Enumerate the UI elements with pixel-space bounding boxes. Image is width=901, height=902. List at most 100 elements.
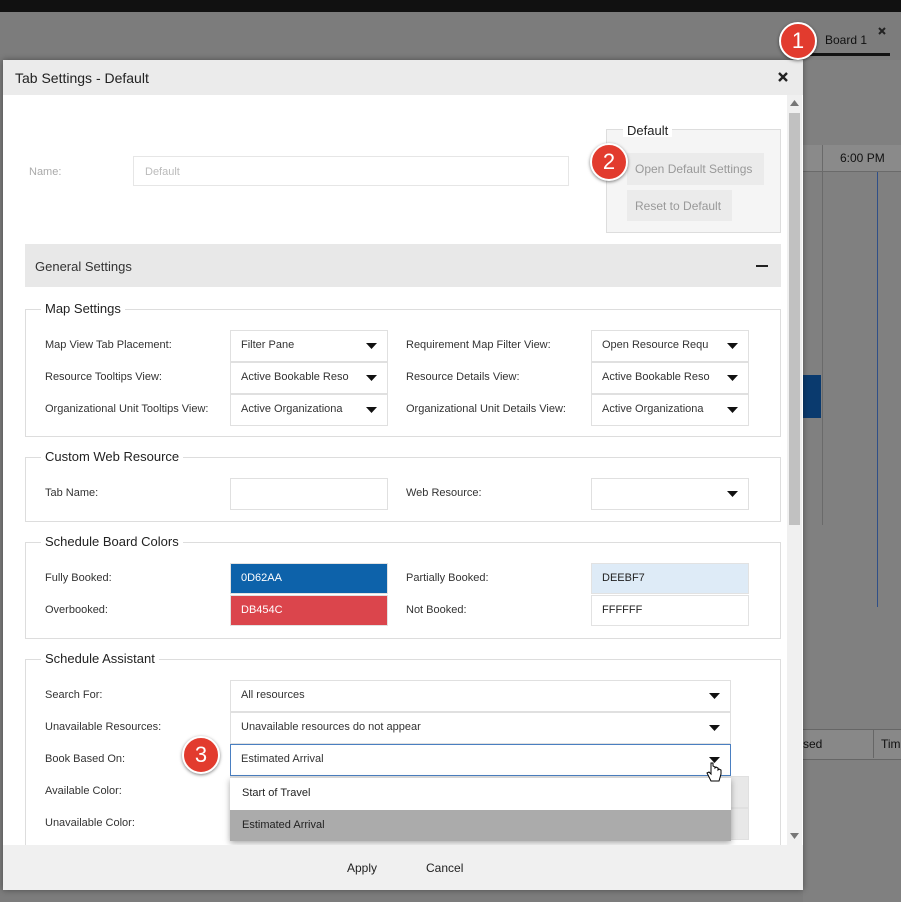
collapse-icon[interactable] — [756, 265, 768, 267]
column-header: sed — [803, 737, 823, 751]
select[interactable] — [230, 362, 388, 394]
dropdown-option-label: Start of Travel — [242, 787, 311, 799]
name-label: Name: — [29, 166, 62, 178]
top-bar — [0, 0, 901, 12]
booking-block — [803, 375, 821, 418]
select-value: Filter Pane — [241, 340, 295, 351]
fieldset-legend: Map Settings — [41, 302, 125, 315]
field-label: Tab Name: — [45, 487, 99, 499]
color-value: DEEBF7 — [602, 572, 645, 584]
dropdown-arrow[interactable] — [727, 343, 738, 349]
dropdown-option[interactable] — [230, 809, 731, 841]
fieldset — [25, 309, 781, 437]
field-label: Book Based On: — [45, 753, 126, 765]
field-label: Resource Details View: — [406, 371, 520, 383]
name-input-value: Default — [145, 166, 180, 178]
cancel-button[interactable]: Cancel — [426, 861, 464, 875]
panel-button[interactable] — [627, 153, 764, 185]
dropdown-arrow[interactable] — [709, 757, 720, 763]
fieldset — [25, 542, 781, 639]
fieldset — [25, 457, 781, 522]
select-value: All resources — [241, 690, 305, 701]
fieldset-legend: Custom Web Resource — [41, 450, 184, 463]
fieldset-legend: Schedule Board Colors — [41, 535, 183, 548]
field-label: Not Booked: — [406, 604, 467, 616]
select[interactable] — [230, 394, 388, 426]
color-value: DB454C — [241, 604, 283, 616]
callout-number: 1 — [791, 28, 805, 53]
color-swatch[interactable] — [591, 595, 749, 626]
color-value: 0D62AA — [241, 572, 282, 584]
callout — [779, 22, 817, 60]
dropdown-arrow[interactable] — [727, 375, 738, 381]
time-line — [877, 172, 878, 607]
field-label: Organizational Unit Details View: — [406, 403, 566, 415]
general-settings-bar[interactable] — [25, 244, 781, 287]
board-background — [803, 60, 901, 902]
callout-number: 3 — [194, 742, 208, 767]
color-value: FFFFFF — [602, 604, 643, 616]
time-label: 6:00 PM — [840, 151, 885, 165]
panel-button-label: Open Default Settings — [635, 162, 753, 176]
color-swatch[interactable] — [591, 563, 749, 594]
select[interactable] — [591, 394, 749, 426]
scroll-thumb[interactable] — [789, 113, 800, 525]
tab-close[interactable] — [877, 26, 887, 36]
color-swatch[interactable] — [230, 595, 388, 626]
select-value: Active Bookable Reso — [602, 372, 710, 383]
color-swatch[interactable] — [230, 563, 388, 594]
dropdown-arrow[interactable] — [727, 407, 738, 413]
dropdown-arrow[interactable] — [727, 491, 738, 497]
select-value: Active Organizationa — [241, 404, 343, 415]
select[interactable] — [230, 680, 731, 712]
general-settings-label: General Settings — [35, 259, 132, 274]
dialog-title-bar — [3, 60, 803, 95]
dropdown-arrow[interactable] — [366, 407, 377, 413]
select[interactable] — [591, 478, 749, 510]
select[interactable] — [591, 330, 749, 362]
field-label: Requirement Map Filter View: — [406, 339, 551, 351]
select-value: Active Organizationa — [602, 404, 704, 415]
dropdown-arrow[interactable] — [366, 343, 377, 349]
tab-underline — [808, 53, 890, 56]
select-value: Open Resource Requ — [602, 340, 709, 351]
name-input[interactable] — [133, 156, 569, 186]
time-header — [803, 145, 901, 172]
scroll-down[interactable] — [790, 833, 799, 839]
dialog-close[interactable] — [777, 71, 789, 83]
hand-cursor — [706, 762, 722, 782]
dropdown-arrow[interactable] — [709, 693, 720, 699]
field-label: Unavailable Resources: — [45, 721, 162, 733]
column-header: Tim — [881, 737, 901, 751]
board-tab[interactable]: Board 1 — [825, 33, 868, 47]
apply-button[interactable]: Apply — [347, 861, 378, 875]
dropdown-arrow[interactable] — [709, 725, 720, 731]
field-label: Overbooked: — [45, 604, 108, 616]
callout — [182, 736, 220, 774]
scroll-up[interactable] — [790, 100, 799, 106]
select-value: Estimated Arrival — [241, 754, 324, 765]
dialog-title: Tab Settings - Default — [15, 70, 149, 86]
select-value: Active Bookable Reso — [241, 372, 349, 383]
callout-number: 2 — [602, 149, 616, 174]
field-label: Organizational Unit Tooltips View: — [45, 403, 209, 415]
default-panel-legend: Default — [623, 124, 673, 137]
select[interactable] — [230, 744, 731, 776]
field-label: Available Color: — [45, 785, 122, 797]
field-label: Partially Booked: — [406, 572, 489, 584]
select[interactable] — [591, 362, 749, 394]
dropdown-arrow[interactable] — [366, 375, 377, 381]
scrollbar[interactable] — [787, 95, 802, 845]
select[interactable] — [230, 712, 731, 744]
panel-button[interactable] — [627, 190, 732, 221]
dropdown-option-label: Estimated Arrival — [242, 818, 325, 831]
field-label: Search For: — [45, 689, 103, 701]
field-label: Unavailable Color: — [45, 817, 135, 829]
table-divider — [873, 729, 874, 758]
select[interactable] — [230, 330, 388, 362]
text-input[interactable] — [230, 478, 388, 510]
fieldset — [25, 659, 781, 845]
dialog-body: Name: Default Default Open Default Settings… — [3, 95, 803, 845]
grid-divider — [822, 145, 823, 525]
